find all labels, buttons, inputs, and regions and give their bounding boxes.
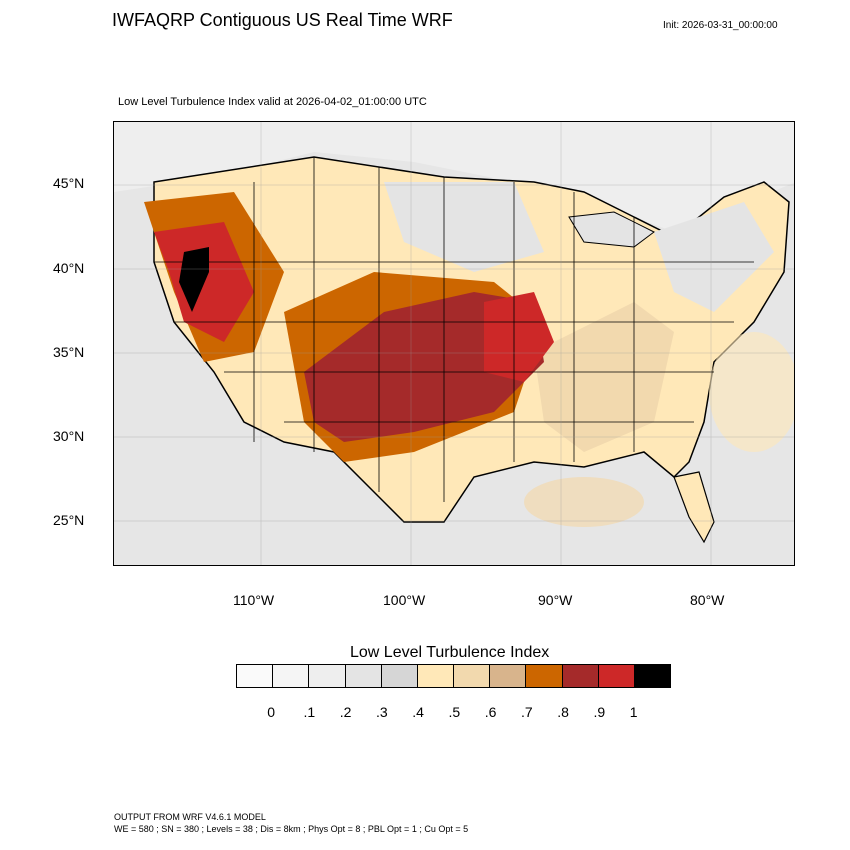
colorbar-cell [237, 665, 274, 687]
colorbar-title: Low Level Turbulence Index [350, 644, 550, 661]
colorbar-cell [309, 665, 346, 687]
colorbar-label: .3 [376, 704, 388, 720]
gulf-patch [524, 477, 644, 527]
colorbar-label: .6 [484, 704, 497, 720]
colorbar-label: .2 [339, 704, 352, 720]
colorbar-cell [598, 665, 635, 687]
red-zone-east [484, 292, 554, 382]
lat-label-30: 30°N [53, 428, 85, 444]
colorbar-label: .4 [412, 704, 424, 720]
atlantic-patch [709, 332, 794, 452]
model-info-line1: OUTPUT FROM WRF V4.6.1 MODEL [114, 812, 266, 822]
turbulence-map [113, 121, 795, 566]
model-info-line2: WE = 580 ; SN = 380 ; Levels = 38 ; Dis … [114, 824, 469, 834]
colorbar [236, 664, 671, 688]
black-core [179, 247, 209, 312]
state-lines [154, 157, 754, 502]
page-title: IWFAQRP Contiguous US Real Time WRF [112, 10, 453, 30]
colorbar-cell [454, 665, 491, 687]
map-subtitle: Low Level Turbulence Index valid at 2026… [118, 96, 427, 108]
colorbar-cell [381, 665, 418, 687]
lon-label-90: 90°W [538, 592, 573, 608]
lat-label-25: 25°N [53, 512, 85, 528]
northeast-patch [654, 202, 774, 312]
florida [673, 471, 715, 544]
colorbar-label: 1 [629, 704, 638, 720]
colorbar-label: .5 [448, 704, 461, 720]
colorbar-cell [417, 665, 455, 687]
lon-label-100: 100°W [383, 592, 426, 608]
graticule [114, 122, 794, 565]
great-lakes [568, 211, 655, 248]
lat-label-45: 45°N [53, 175, 85, 191]
lat-label-35: 35°N [53, 344, 85, 360]
lon-label-110: 110°W [233, 592, 275, 608]
colorbar-cell [634, 665, 671, 687]
colorbar-label: .1 [303, 704, 316, 720]
colorbar-label: .7 [521, 704, 533, 720]
colorbar-cell [490, 665, 527, 687]
lat-label-40: 40°N [53, 260, 85, 276]
colorbar-cell [273, 665, 310, 687]
colorbar-cell [345, 665, 382, 687]
colorbar-cell [526, 665, 563, 687]
colorbar-label: 0 [267, 704, 276, 720]
map-svg [114, 122, 794, 565]
colorbar-label: .9 [593, 704, 606, 720]
colorbar-label: .8 [557, 704, 569, 720]
moderate-zone [534, 302, 674, 452]
canada-region [114, 122, 794, 232]
init-time: Init: 2026-03-31_00:00:00 [663, 20, 778, 31]
colorbar-cell [562, 665, 599, 687]
north-central-patch [384, 182, 544, 272]
lon-label-80: 80°W [690, 592, 725, 608]
